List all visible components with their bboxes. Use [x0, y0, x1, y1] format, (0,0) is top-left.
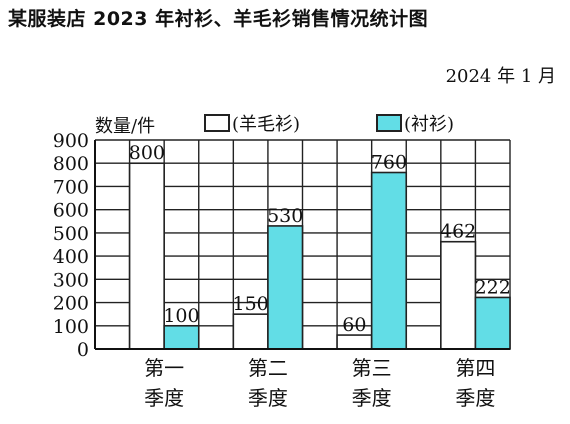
legend-item-wool: (羊毛衫) — [204, 110, 300, 136]
y-tick-label: 500 — [53, 223, 89, 245]
legend-swatch-wool — [204, 114, 230, 132]
bar-shirt — [474, 296, 511, 350]
y-tick-label: 400 — [53, 246, 89, 268]
data-label-wool: 462 — [440, 221, 476, 243]
legend-swatch-shirt — [376, 114, 402, 132]
y-tick-label: 800 — [53, 153, 89, 175]
y-tick-label: 900 — [53, 130, 89, 152]
data-label-shirt: 222 — [475, 276, 511, 298]
chart-date: 2024 年 1 月 — [445, 66, 556, 87]
y-tick-label: 700 — [53, 176, 89, 198]
x-tick-label: 季度 — [455, 386, 495, 410]
y-tick-label: 600 — [53, 200, 89, 222]
data-label-wool: 150 — [232, 293, 268, 315]
x-tick-label: 季度 — [248, 386, 288, 410]
y-axis-label: 数量/件 — [95, 116, 156, 137]
bar-wool — [336, 334, 373, 350]
x-tick-label: 第三 — [352, 356, 392, 380]
bar-shirt — [163, 324, 200, 350]
data-label-shirt: 530 — [267, 205, 303, 227]
data-label-shirt: 100 — [163, 305, 199, 327]
legend-label-shirt: (衬衫) — [404, 114, 455, 135]
data-label-wool: 800 — [129, 142, 165, 164]
legend-label-wool: (羊毛衫) — [232, 114, 301, 135]
x-tick-label: 季度 — [144, 386, 184, 410]
y-tick-label: 300 — [53, 269, 89, 291]
x-tick-label: 第四 — [455, 356, 495, 380]
x-tick-label: 第二 — [248, 356, 288, 380]
data-label-shirt: 760 — [371, 152, 407, 174]
y-tick-label: 0 — [77, 339, 89, 361]
y-tick-label: 100 — [53, 316, 89, 338]
bar-wool — [232, 313, 269, 350]
bar-wool — [440, 240, 477, 350]
y-tick-label: 200 — [53, 293, 89, 315]
bar-shirt — [370, 171, 408, 350]
legend-item-shirt: (衬衫) — [376, 110, 454, 136]
bar-shirt — [267, 225, 304, 350]
chart-title: 某服装店 2023 年衬衫、羊毛衫销售情况统计图 — [8, 8, 429, 30]
x-tick-label: 季度 — [352, 386, 392, 410]
bar-wool — [128, 162, 165, 350]
x-tick-label: 第一 — [144, 356, 184, 380]
data-label-wool: 60 — [342, 314, 366, 336]
